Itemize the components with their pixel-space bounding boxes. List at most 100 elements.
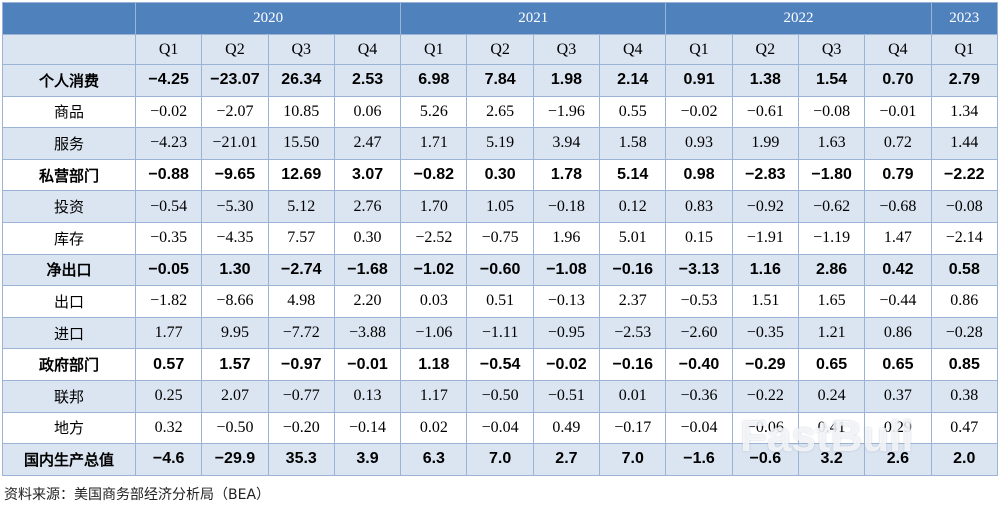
value-cell: −0.18 xyxy=(532,190,601,223)
value-cell: −0.54 xyxy=(466,348,534,381)
value-cell: −2.52 xyxy=(400,221,468,255)
value-cell: −0.35 xyxy=(134,221,203,255)
value-cell: 2.47 xyxy=(333,127,402,160)
value-cell: −0.50 xyxy=(466,379,534,413)
value-cell: −1.19 xyxy=(797,221,866,255)
value-cell: −0.51 xyxy=(532,379,601,413)
value-cell: 0.24 xyxy=(797,379,866,413)
value-cell: −2.14 xyxy=(930,221,999,255)
row-label: 出口 xyxy=(2,285,136,318)
value-cell: −0.50 xyxy=(201,411,269,445)
row-label: 地方 xyxy=(2,411,136,445)
table-row: 国内生产总值 −4.6 −29.9 35.3 3.9 6.3 7.0 2.7 7.0 −1.6 −0… xyxy=(2,443,999,476)
value-cell: 0.57 xyxy=(134,348,203,381)
table-row: 服务 −4.23 −21.01 15.50 2.47 1.71 5.19 3.94 1.58 0.… xyxy=(2,127,999,160)
value-cell: 0.42 xyxy=(864,253,932,287)
value-cell: 1.99 xyxy=(731,127,799,160)
value-cell: 1.47 xyxy=(864,221,932,255)
value-cell: −0.60 xyxy=(466,253,534,287)
value-cell: −0.68 xyxy=(864,190,932,223)
value-cell: −0.54 xyxy=(134,190,203,223)
value-cell: −0.04 xyxy=(665,411,733,445)
value-cell: 1.57 xyxy=(201,348,269,381)
quarter-header: Q4 xyxy=(864,34,932,65)
value-cell: −2.07 xyxy=(201,95,269,129)
value-cell: 2.65 xyxy=(466,95,534,129)
value-cell: 0.29 xyxy=(864,411,932,445)
value-cell: 0.86 xyxy=(864,316,932,350)
value-cell: 1.38 xyxy=(731,64,799,97)
value-cell: −0.29 xyxy=(731,348,799,381)
value-cell: −0.82 xyxy=(400,158,468,192)
value-cell: −4.35 xyxy=(201,221,269,255)
value-cell: −0.53 xyxy=(665,285,733,318)
value-cell: −0.08 xyxy=(797,95,866,129)
table-row: 个人消费 −4.25 −23.07 26.34 2.53 6.98 7.84 1.98 2.14… xyxy=(2,64,999,97)
value-cell: −2.74 xyxy=(267,253,335,287)
value-cell: 7.0 xyxy=(466,443,534,476)
value-cell: 0.79 xyxy=(864,158,932,192)
source-note: 资料来源：美国商务部经济分析局（BEA） xyxy=(4,487,271,503)
value-cell: 5.01 xyxy=(599,221,667,255)
row-label: 商品 xyxy=(2,95,136,129)
value-cell: −0.75 xyxy=(466,221,534,255)
row-label: 联邦 xyxy=(2,379,136,413)
quarter-header: Q3 xyxy=(267,34,335,65)
value-cell: −0.92 xyxy=(731,190,799,223)
value-cell: −0.05 xyxy=(134,253,203,287)
quarter-header: Q2 xyxy=(731,34,799,65)
value-cell: −0.13 xyxy=(532,285,601,318)
value-cell: −7.72 xyxy=(267,316,335,350)
value-cell: 0.91 xyxy=(665,64,733,97)
value-cell: 1.05 xyxy=(466,190,534,223)
value-cell: −0.04 xyxy=(466,411,534,445)
value-cell: 0.30 xyxy=(466,158,534,192)
value-cell: −0.20 xyxy=(267,411,335,445)
table-row: 联邦 0.25 2.07 −0.77 0.13 1.17 −0.50 −0.51 0.01 −0.… xyxy=(2,379,999,413)
value-cell: 3.07 xyxy=(333,158,402,192)
table-row: 库存 −0.35 −4.35 7.57 0.30 −2.52 −0.75 1.96 5.01 0.… xyxy=(2,221,999,255)
value-cell: 0.30 xyxy=(333,221,402,255)
value-cell: −4.23 xyxy=(134,127,203,160)
table-row: 投资 −0.54 −5.30 5.12 2.76 1.70 1.05 −0.18 0.12 0.8… xyxy=(2,190,999,223)
value-cell: 7.57 xyxy=(267,221,335,255)
value-cell: 2.20 xyxy=(333,285,402,318)
value-cell: −0.01 xyxy=(864,95,932,129)
value-cell: 26.34 xyxy=(267,64,335,97)
value-cell: 0.32 xyxy=(134,411,203,445)
value-cell: 1.16 xyxy=(731,253,799,287)
quarter-header: Q4 xyxy=(599,34,667,65)
value-cell: −21.01 xyxy=(201,127,269,160)
value-cell: −2.60 xyxy=(665,316,733,350)
value-cell: −0.22 xyxy=(731,379,799,413)
value-cell: −0.02 xyxy=(134,95,203,129)
value-cell: 1.65 xyxy=(797,285,866,318)
value-cell: −0.44 xyxy=(864,285,932,318)
value-cell: 0.83 xyxy=(665,190,733,223)
table-row: 净出口 −0.05 1.30 −2.74 −1.68 −1.02 −0.60 −1.08 −0.… xyxy=(2,253,999,287)
value-cell: −2.53 xyxy=(599,316,667,350)
value-cell: 3.94 xyxy=(532,127,601,160)
value-cell: −0.95 xyxy=(532,316,601,350)
value-cell: −0.36 xyxy=(665,379,733,413)
value-cell: 0.13 xyxy=(333,379,402,413)
value-cell: 2.6 xyxy=(864,443,932,476)
value-cell: 0.37 xyxy=(864,379,932,413)
value-cell: 15.50 xyxy=(267,127,335,160)
value-cell: 2.7 xyxy=(532,443,601,476)
value-cell: −0.02 xyxy=(665,95,733,129)
value-cell: 2.14 xyxy=(599,64,667,97)
table-row: 进口 1.77 9.95 −7.72 −3.88 −1.06 −1.11 −0.95 −2.53… xyxy=(2,316,999,350)
value-cell: −3.88 xyxy=(333,316,402,350)
value-cell: 1.77 xyxy=(134,316,203,350)
row-label: 净出口 xyxy=(2,253,136,287)
value-cell: 7.0 xyxy=(599,443,667,476)
value-cell: 2.0 xyxy=(930,443,999,476)
value-cell: −0.02 xyxy=(532,348,601,381)
value-cell: 5.19 xyxy=(466,127,534,160)
value-cell: −0.06 xyxy=(731,411,799,445)
value-cell: 1.71 xyxy=(400,127,468,160)
year-header: 2023 xyxy=(930,2,999,35)
value-cell: 5.26 xyxy=(400,95,468,129)
